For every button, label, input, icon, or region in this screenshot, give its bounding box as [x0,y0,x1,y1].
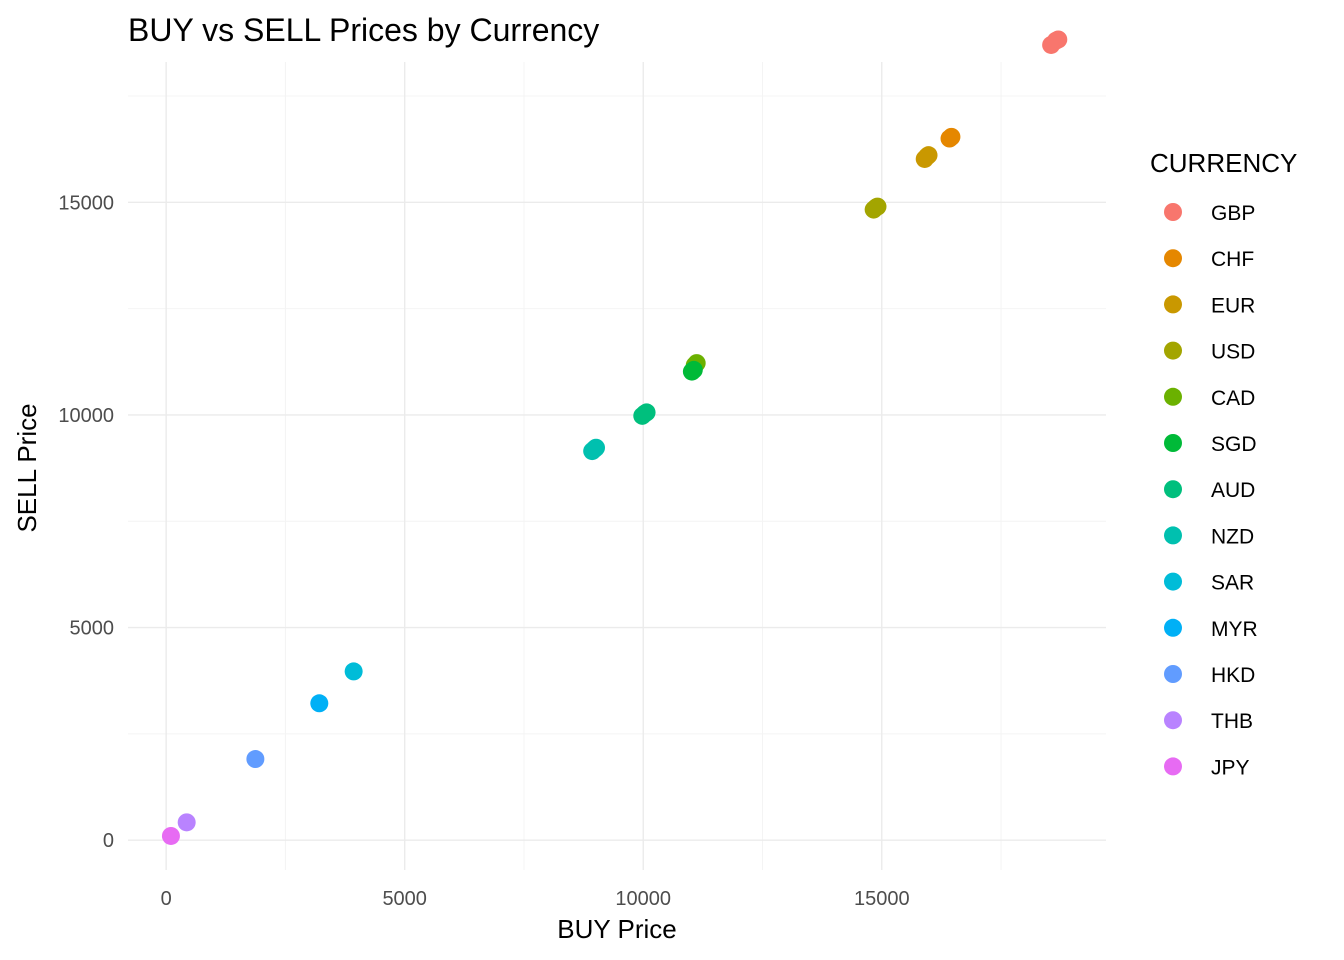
legend-label-sar: SAR [1211,572,1254,595]
legend-label-aud: AUD [1211,479,1255,502]
legend-key-aud [1164,480,1182,499]
data-point-myr [310,694,329,713]
y-axis-title: SELL Price [12,403,42,532]
legend-key-cad [1164,387,1182,406]
x-tick-label: 5000 [382,888,427,910]
legend-key-jpy [1164,757,1182,776]
x-tick-label: 0 [161,888,172,910]
x-tick-label: 15000 [854,888,910,910]
y-tick-label: 15000 [58,192,114,214]
data-point-eur [919,146,938,165]
data-point-thb [177,813,196,832]
legend-items: GBP CHF EUR USD CAD SGD AUD NZD SAR MYR HKD THB JPY [1164,202,1258,779]
legend-key-thb [1164,711,1182,730]
legend-key-sar [1164,572,1182,591]
legend-key-eur [1164,295,1182,314]
legend-key-myr [1164,618,1182,637]
y-tick-label: 10000 [58,405,114,427]
legend-label-myr: MYR [1211,618,1258,641]
legend-key-gbp [1164,203,1182,221]
legend-label-usd: USD [1211,341,1255,364]
legend-label-thb: THB [1211,710,1253,733]
data-point-sar [344,662,363,681]
legend-label-sgd: SGD [1211,433,1257,456]
legend-key-chf [1164,249,1182,268]
legend-label-chf: CHF [1211,248,1254,271]
data-point-chf [942,127,961,146]
x-tick-label: 10000 [615,888,671,910]
legend-label-hkd: HKD [1211,664,1255,687]
data-point-sgd [684,360,703,379]
axes-layer: 0 5000 10000 15000 0 5000 10000 15000 [58,192,909,910]
y-tick-label: 5000 [70,618,115,640]
data-point-gbp [1049,30,1068,49]
legend: CURRENCY GBP CHF EUR USD CAD SGD AUD NZD SAR MYR H… [1150,148,1297,779]
x-axis-title: BUY Price [557,914,676,944]
legend-title: CURRENCY [1150,148,1297,178]
legend-label-gbp: GBP [1211,202,1255,225]
y-tick-label: 0 [103,830,114,852]
chart-title: BUY vs SELL Prices by Currency [128,12,599,48]
data-point-jpy [161,826,180,845]
points-layer [161,30,1068,845]
legend-key-sgd [1164,434,1182,452]
data-point-aud [637,403,656,422]
data-point-hkd [246,750,265,769]
data-point-nzd [587,438,606,457]
legend-key-usd [1164,341,1182,360]
legend-label-nzd: NZD [1211,525,1254,548]
legend-key-nzd [1164,526,1182,545]
legend-key-hkd [1164,665,1182,683]
grid-layer [128,62,1106,870]
legend-label-cad: CAD [1211,387,1255,410]
legend-label-jpy: JPY [1211,756,1250,779]
data-point-usd [868,197,887,216]
legend-label-eur: EUR [1211,294,1255,317]
